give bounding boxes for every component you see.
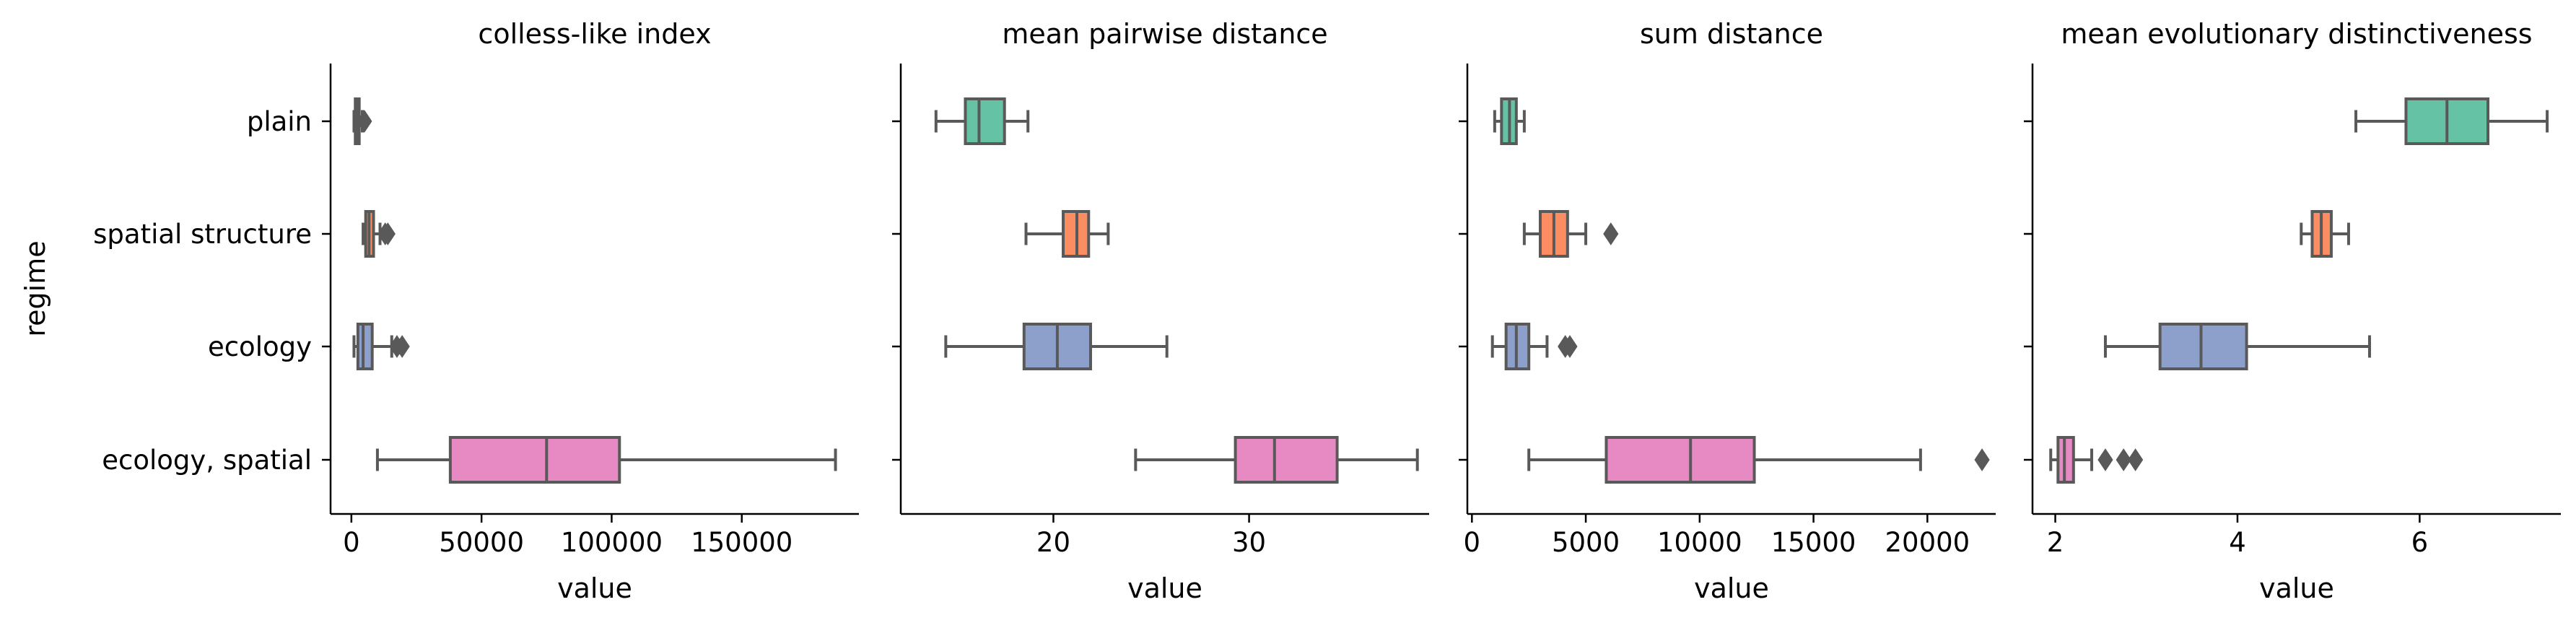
outlier-point [1974, 448, 1990, 471]
box-plain [1493, 97, 1526, 145]
box-ecology-spatial [1134, 436, 1419, 484]
box-ecology [352, 323, 410, 370]
x-tick-label: 0 [343, 527, 360, 558]
box-ecology [944, 323, 1169, 370]
outlier-point [2128, 448, 2144, 471]
x-tick-label: 50000 [439, 527, 524, 558]
box-plain [934, 97, 1030, 145]
outlier-point [357, 110, 372, 133]
x-axis-label: value [2259, 572, 2334, 604]
x-tick-label: 20000 [1885, 527, 1970, 558]
outlier-point [2097, 448, 2113, 471]
x-tick-label: 5000 [1552, 527, 1620, 558]
x-tick-label: 10000 [1657, 527, 1742, 558]
x-tick-label: 2 [2047, 527, 2064, 558]
panel-title: mean pairwise distance [1002, 18, 1327, 50]
outlier-point [394, 335, 410, 358]
panel-2: mean pairwise distance 20 30 value [892, 18, 1429, 604]
outlier-point [1603, 222, 1619, 245]
box-plain [2354, 97, 2549, 145]
outlier-point [2116, 448, 2131, 471]
panel-title: colless-like index [478, 18, 711, 50]
box-ecology [2103, 323, 2371, 370]
iqr-box [448, 436, 621, 484]
panel-title: mean evolutionary distinctiveness [2061, 18, 2532, 50]
panel-title: sum distance [1640, 18, 1823, 50]
iqr-box [1604, 436, 1756, 484]
x-tick-label: 150000 [691, 527, 793, 558]
panel-3: sum distance 0 5000 10000 15000 20000 value [1459, 18, 1996, 604]
x-tick-label: 0 [1464, 527, 1481, 558]
box-ecology [1490, 323, 1578, 370]
y-tick-label: ecology [208, 331, 312, 362]
x-axis-label: value [1694, 572, 1769, 604]
x-tick-label: 15000 [1771, 527, 1856, 558]
x-axis-label: value [1127, 572, 1202, 604]
box-ecology-spatial [2049, 436, 2144, 484]
x-tick-label: 6 [2411, 527, 2429, 558]
y-axis-label: regime [19, 240, 51, 336]
y-tick-label: plain [247, 106, 312, 137]
box-spatial-structure [1522, 210, 1619, 258]
panel-4: mean evolutionary distinctiveness 2 4 6 valu… [2024, 18, 2561, 604]
iqr-box [1234, 436, 1339, 484]
iqr-box [2158, 323, 2248, 370]
x-tick-label: 30 [1232, 527, 1266, 558]
iqr-box [964, 97, 1006, 145]
outlier-point [380, 222, 396, 245]
box-ecology-spatial [1527, 436, 1990, 484]
box-ecology-spatial [375, 436, 837, 484]
box-spatial-structure [362, 210, 396, 258]
x-tick-label: 20 [1036, 527, 1070, 558]
y-tick-label: spatial structure [93, 219, 312, 250]
x-axis-label: value [557, 572, 632, 604]
iqr-box [356, 323, 374, 370]
x-tick-label: 100000 [561, 527, 663, 558]
y-tick-label: ecology, spatial [102, 445, 312, 476]
x-tick-label: 4 [2229, 527, 2246, 558]
box-spatial-structure [1024, 210, 1110, 258]
box-spatial-structure [2300, 210, 2350, 258]
panel-1: colless-like index plain spatial structure… [93, 18, 859, 604]
outlier-point [1562, 335, 1578, 358]
box-plain [352, 97, 372, 145]
